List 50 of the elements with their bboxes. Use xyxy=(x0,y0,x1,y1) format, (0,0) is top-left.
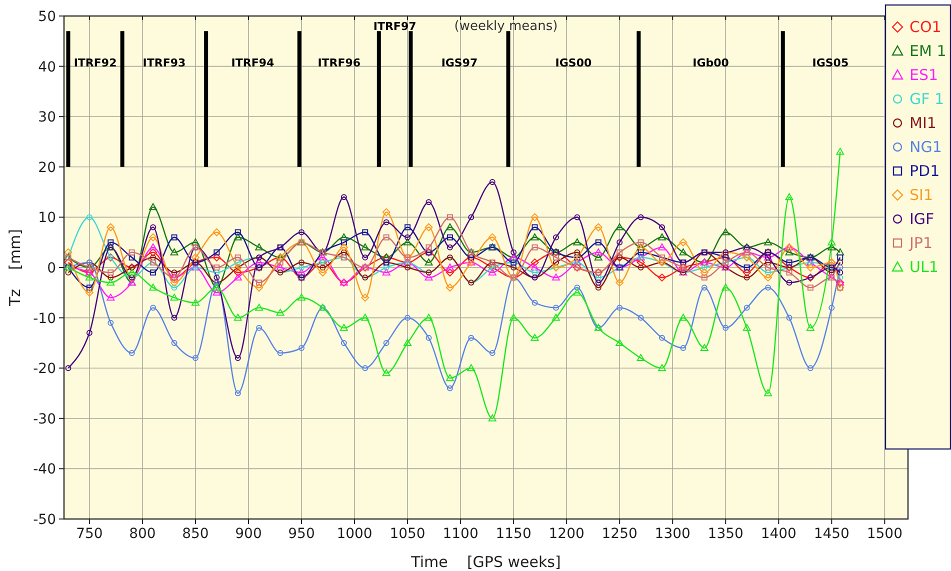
ref-line-label: ITRF94 xyxy=(231,56,275,70)
y-tick-label: -50 xyxy=(33,512,56,528)
x-tick-label: 1050 xyxy=(390,526,426,542)
legend-label: GF 1 xyxy=(910,90,944,108)
legend-label: EM 1 xyxy=(910,42,946,60)
x-tick-label: 1250 xyxy=(602,526,638,542)
x-tick-label: 900 xyxy=(235,526,262,542)
x-tick-label: 1150 xyxy=(496,526,532,542)
ref-line-label: IGS00 xyxy=(555,56,592,70)
ref-line-label: IGS97 xyxy=(441,56,478,70)
x-tick-label: 750 xyxy=(76,526,103,542)
y-tick-label: 20 xyxy=(38,160,56,176)
legend-label: MI1 xyxy=(910,114,936,132)
chart-subtitle: (weekly means) xyxy=(454,19,558,34)
x-tick-label: 1350 xyxy=(708,526,744,542)
ref-line-label: ITRF97 xyxy=(373,20,416,33)
y-tick-label: 50 xyxy=(38,9,56,25)
legend-label: IGF xyxy=(910,210,934,228)
legend-label: UL1 xyxy=(910,258,938,276)
legend-label: NG1 xyxy=(910,138,942,156)
ref-line-label: ITRF93 xyxy=(142,56,186,70)
y-tick-label: -30 xyxy=(33,411,56,428)
ref-line-label: ITRF96 xyxy=(318,56,361,70)
y-tick-label: 40 xyxy=(38,59,56,76)
x-tick-label: 1400 xyxy=(760,526,796,542)
x-tick-label: 1100 xyxy=(442,526,478,542)
legend-label: CO1 xyxy=(910,18,942,36)
ref-line-label: ITRF92 xyxy=(74,56,117,70)
legend-label: JP1 xyxy=(908,234,933,252)
x-tick-label: 950 xyxy=(288,526,315,542)
ref-line-label: IGS05 xyxy=(812,56,849,70)
legend-label: SI1 xyxy=(910,186,933,204)
legend-label: ES1 xyxy=(910,66,938,84)
x-tick-label: 1300 xyxy=(654,526,690,542)
x-tick-label: 800 xyxy=(129,526,156,542)
x-tick-label: 1450 xyxy=(814,526,850,542)
x-axis-title: Time [GPS weeks] xyxy=(410,553,561,571)
x-tick-label: 1500 xyxy=(866,526,902,542)
y-tick-label: -10 xyxy=(33,310,56,327)
ref-line-label: IGb00 xyxy=(692,56,730,70)
y-tick-label: 30 xyxy=(38,110,56,126)
y-tick-label: 0 xyxy=(47,260,56,276)
y-tick-label: 10 xyxy=(38,210,56,226)
y-axis-title: Tz [mm] xyxy=(6,228,24,308)
x-tick-label: 1000 xyxy=(336,526,372,542)
y-tick-label: -20 xyxy=(33,361,56,378)
x-tick-label: 1200 xyxy=(548,526,584,542)
y-tick-label: -40 xyxy=(33,462,56,478)
x-tick-label: 850 xyxy=(182,526,209,542)
legend-label: PD1 xyxy=(910,162,940,180)
